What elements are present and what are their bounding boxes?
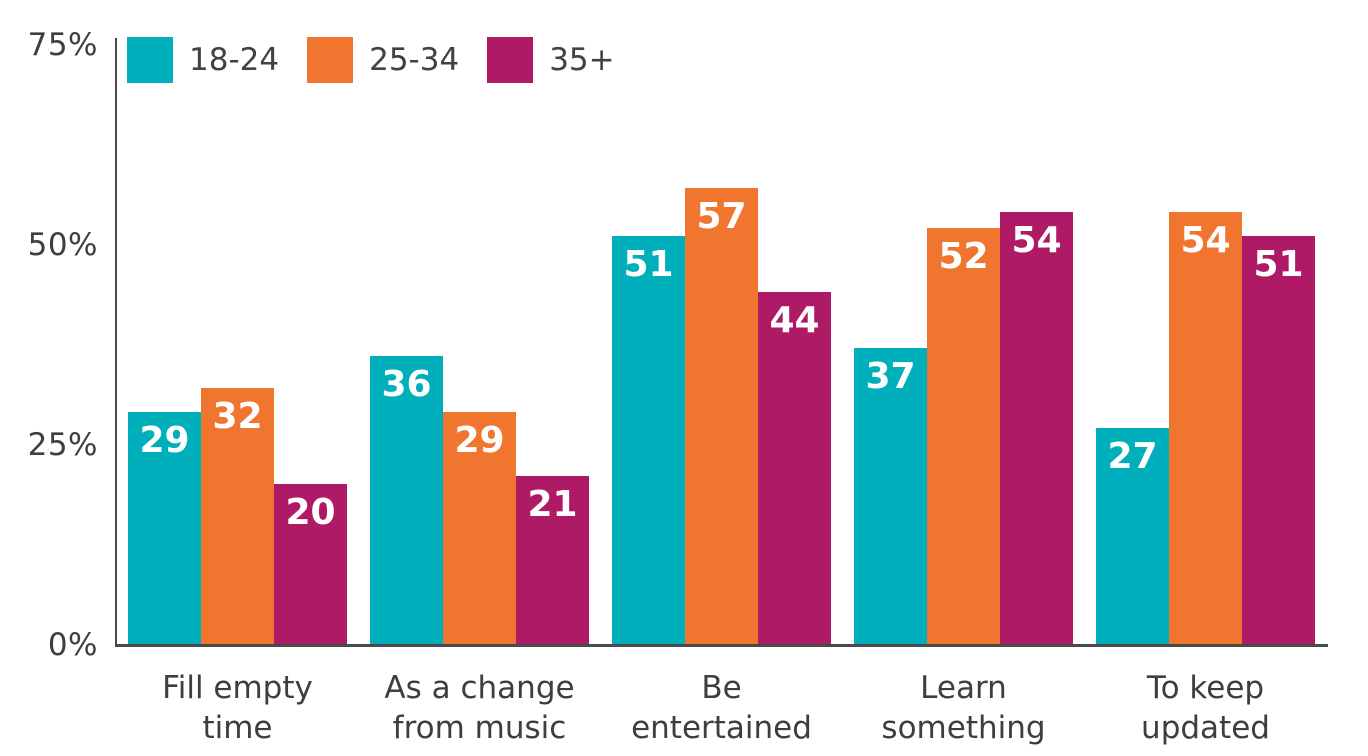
bar-value-label: 54 [1011, 220, 1062, 261]
bar-value-label: 44 [769, 300, 820, 341]
bar-group-2: 36 29 21 [370, 356, 589, 644]
bar-25-34-be-entertained: 57 [685, 188, 758, 644]
bar-35+-be-entertained: 44 [758, 292, 831, 644]
bar-group-1: 29 32 20 [128, 388, 347, 644]
bar-value-label: 57 [696, 196, 747, 237]
bar-group-3: 51 57 44 [612, 188, 831, 644]
category-label-fill-empty-time: Fill empty time [162, 668, 313, 749]
category-label-as-a-change-from-music: As a change from music [384, 668, 574, 749]
bar-group-4: 37 52 54 [854, 212, 1073, 644]
bar-value-label: 20 [285, 492, 336, 533]
bar-value-label: 52 [938, 236, 989, 277]
y-axis-tick-label-75: 75% [27, 27, 98, 63]
category-label-line: from music [392, 710, 567, 747]
bar-18-24-fill-empty-time: 29 [128, 412, 201, 644]
legend-swatch-35+ [487, 37, 534, 83]
bar-35+-learn-something: 54 [1000, 212, 1073, 644]
legend: 18-24 25-34 35+ [127, 37, 643, 83]
legend-label: 25-34 [369, 42, 460, 78]
category-label-line: updated [1141, 710, 1270, 747]
bar-value-label: 21 [527, 484, 578, 525]
bar-value-label: 51 [623, 244, 674, 285]
bar-18-24-to-keep-updated: 27 [1096, 428, 1169, 644]
bar-35+-as-a-change-from-music: 21 [516, 476, 589, 644]
x-axis-line [115, 644, 1328, 647]
legend-item-18-24: 18-24 [127, 37, 279, 83]
bar-18-24-be-entertained: 51 [612, 236, 685, 644]
legend-item-35+: 35+ [487, 37, 615, 83]
bar-value-label: 29 [139, 420, 190, 461]
bar-35+-to-keep-updated: 51 [1242, 236, 1315, 644]
bar-25-34-learn-something: 52 [927, 228, 1000, 644]
category-label-line: time [202, 710, 273, 747]
y-axis-tick-label-0: 0% [47, 627, 98, 663]
legend-label: 18-24 [189, 42, 280, 78]
bar-18-24-as-a-change-from-music: 36 [370, 356, 443, 644]
category-label-line: As a change [384, 670, 575, 706]
y-axis-line [115, 38, 117, 647]
category-label-line: Learn [920, 670, 1007, 706]
bar-25-34-fill-empty-time: 32 [201, 388, 274, 644]
legend-label: 35+ [549, 42, 615, 78]
bar-35+-fill-empty-time: 20 [274, 484, 347, 644]
bar-value-label: 29 [454, 420, 505, 461]
category-label-learn-something: Learn something [881, 668, 1045, 749]
category-label-line: Be [701, 670, 742, 706]
bar-value-label: 54 [1180, 220, 1231, 261]
bar-25-34-as-a-change-from-music: 29 [443, 412, 516, 644]
category-label-to-keep-updated: To keep updated [1141, 668, 1270, 749]
category-label-be-entertained: Be entertained [631, 668, 812, 749]
legend-item-25-34: 25-34 [307, 37, 459, 83]
bar-value-label: 37 [865, 356, 916, 397]
category-label-line: something [881, 710, 1046, 747]
legend-swatch-18-24 [127, 37, 173, 83]
bar-value-label: 36 [381, 364, 432, 405]
bar-value-label: 27 [1107, 436, 1158, 477]
bar-18-24-learn-something: 37 [854, 348, 927, 644]
bar-25-34-to-keep-updated: 54 [1169, 212, 1242, 644]
bar-value-label: 51 [1253, 244, 1304, 285]
bar-value-label: 32 [212, 396, 263, 437]
category-label-line: entertained [631, 710, 812, 747]
category-label-line: To keep [1146, 670, 1265, 706]
category-label-line: Fill empty [162, 670, 313, 706]
y-axis-tick-label-50: 50% [27, 227, 98, 263]
y-axis-tick-label-25: 25% [27, 427, 98, 463]
bar-group-5: 27 54 51 [1096, 212, 1315, 644]
legend-swatch-25-34 [307, 37, 354, 83]
